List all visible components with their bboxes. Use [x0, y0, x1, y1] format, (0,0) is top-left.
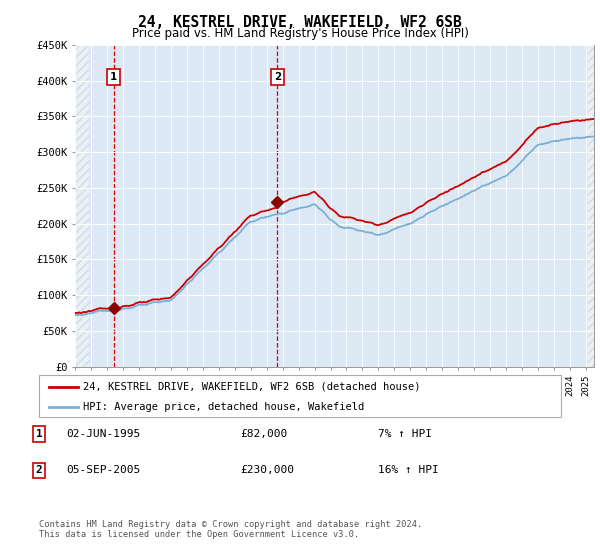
Bar	[587, 45, 594, 367]
Text: 24, KESTREL DRIVE, WAKEFIELD, WF2 6SB (detached house): 24, KESTREL DRIVE, WAKEFIELD, WF2 6SB (d…	[83, 382, 421, 392]
Text: HPI: Average price, detached house, Wakefield: HPI: Average price, detached house, Wake…	[83, 402, 365, 412]
Bar	[75, 45, 89, 367]
Text: 24, KESTREL DRIVE, WAKEFIELD, WF2 6SB: 24, KESTREL DRIVE, WAKEFIELD, WF2 6SB	[138, 15, 462, 30]
Text: 16% ↑ HPI: 16% ↑ HPI	[378, 465, 439, 475]
Text: 1: 1	[35, 429, 43, 439]
Text: 05-SEP-2005: 05-SEP-2005	[66, 465, 140, 475]
Text: 2: 2	[35, 465, 43, 475]
Text: 7% ↑ HPI: 7% ↑ HPI	[378, 429, 432, 439]
Text: 02-JUN-1995: 02-JUN-1995	[66, 429, 140, 439]
Text: £82,000: £82,000	[240, 429, 287, 439]
Text: Contains HM Land Registry data © Crown copyright and database right 2024.
This d: Contains HM Land Registry data © Crown c…	[39, 520, 422, 539]
Text: 1: 1	[110, 72, 117, 82]
Bar	[75, 45, 89, 367]
Text: Price paid vs. HM Land Registry's House Price Index (HPI): Price paid vs. HM Land Registry's House …	[131, 27, 469, 40]
Text: 2: 2	[274, 72, 281, 82]
Text: £230,000: £230,000	[240, 465, 294, 475]
